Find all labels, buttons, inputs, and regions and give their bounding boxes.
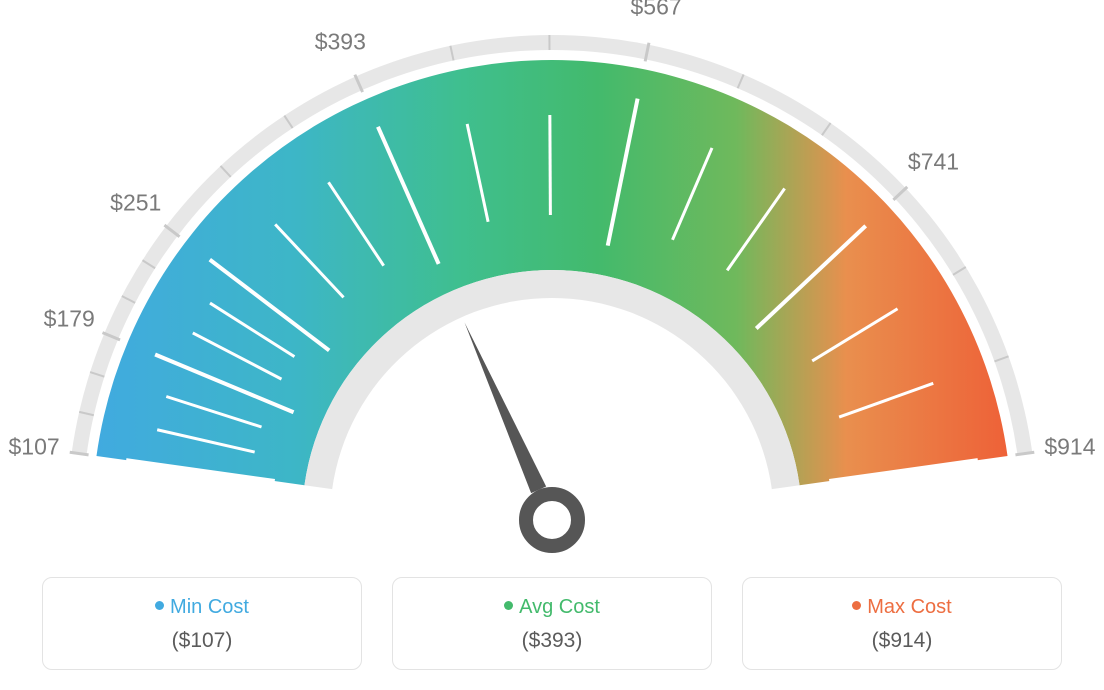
gauge-area: $107 $179 $251 $393 $567 $741 $914 bbox=[0, 0, 1104, 560]
legend-dot-avg bbox=[504, 601, 513, 610]
gauge-tick bbox=[550, 115, 551, 215]
legend-value-max: ($914) bbox=[753, 629, 1051, 653]
gauge-tick-label: $107 bbox=[8, 434, 59, 461]
gauge-tick-label: $251 bbox=[110, 190, 161, 217]
gauge-svg bbox=[0, 0, 1104, 560]
legend-title-max: Max Cost bbox=[753, 596, 1051, 619]
legend-title-min: Min Cost bbox=[53, 596, 351, 619]
legend-value-avg: ($393) bbox=[403, 629, 701, 653]
legend-title-text-min: Min Cost bbox=[170, 596, 249, 618]
gauge-tick-label: $179 bbox=[44, 305, 95, 332]
gauge-needle-hub bbox=[526, 494, 578, 546]
legend-card-min: Min Cost ($107) bbox=[42, 577, 362, 670]
gauge-tick-label: $741 bbox=[908, 149, 959, 176]
gauge-tick-label: $914 bbox=[1044, 434, 1095, 461]
legend-title-text-max: Max Cost bbox=[867, 596, 951, 618]
legend-row: Min Cost ($107) Avg Cost ($393) Max Cost… bbox=[0, 577, 1104, 670]
legend-title-avg: Avg Cost bbox=[403, 596, 701, 619]
gauge-tick-label: $393 bbox=[315, 28, 366, 55]
legend-value-min: ($107) bbox=[53, 629, 351, 653]
legend-card-max: Max Cost ($914) bbox=[742, 577, 1062, 670]
legend-dot-min bbox=[155, 601, 164, 610]
legend-dot-max bbox=[852, 601, 861, 610]
gauge-needle bbox=[465, 322, 547, 493]
legend-title-text-avg: Avg Cost bbox=[519, 596, 600, 618]
gauge-tick-label: $567 bbox=[631, 0, 682, 21]
legend-card-avg: Avg Cost ($393) bbox=[392, 577, 712, 670]
cost-gauge-chart: $107 $179 $251 $393 $567 $741 $914 Min Cost ($… bbox=[0, 0, 1104, 690]
